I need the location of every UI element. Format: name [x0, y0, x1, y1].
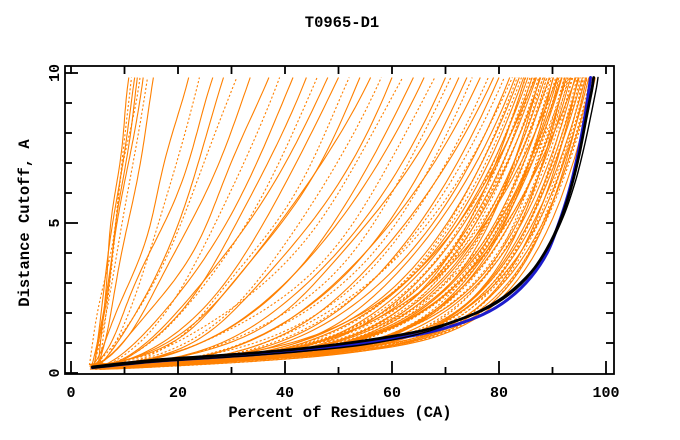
model-curve	[95, 77, 294, 368]
model-curve	[95, 77, 318, 367]
y-tick-label: 5	[47, 218, 64, 227]
model-curve	[99, 77, 570, 365]
model-curve	[92, 77, 565, 368]
model-curve	[91, 77, 214, 367]
x-tick-label: 0	[66, 385, 75, 402]
model-curve	[96, 77, 563, 369]
model-curve	[95, 77, 350, 370]
curves-layer	[88, 76, 599, 370]
y-tick-label: 10	[47, 64, 64, 82]
x-tick-label: 60	[383, 385, 401, 402]
x-tick-label: 20	[169, 385, 187, 402]
x-tick-label: 100	[592, 385, 619, 402]
model-curve	[95, 77, 595, 366]
model-curve	[99, 77, 133, 366]
model-curve	[93, 77, 557, 366]
model-curve	[94, 77, 281, 369]
y-axis-label: Distance Cutoff, A	[16, 139, 34, 307]
model-curve	[98, 77, 563, 369]
x-tick-label: 40	[276, 385, 294, 402]
plot-frame	[64, 65, 615, 375]
model-curve	[94, 77, 569, 368]
model-curve	[90, 77, 270, 366]
model-curve	[97, 77, 452, 367]
model-curve	[94, 77, 225, 368]
model-curve	[90, 77, 372, 367]
model-curve	[98, 77, 382, 366]
model-curve	[95, 77, 546, 368]
model-curve	[91, 77, 190, 366]
model-curve	[94, 77, 540, 367]
model-curve	[97, 77, 593, 370]
x-tick-label: 80	[490, 385, 508, 402]
model-curve	[89, 77, 436, 366]
chart-title: T0965-D1	[305, 14, 379, 32]
highlighted-model-black-thin	[91, 76, 599, 369]
model-curve	[95, 77, 550, 367]
y-tick-label: 0	[47, 368, 64, 377]
model-curve	[97, 77, 523, 366]
axes-layer: 0 20 40 60 80 100 0 5 10	[47, 64, 620, 402]
model-curve	[90, 77, 596, 369]
model-curve	[93, 77, 136, 366]
model-curve	[92, 77, 149, 367]
model-curve	[90, 77, 238, 368]
highlighted-model-black-thick	[91, 76, 596, 369]
model-curve	[96, 77, 154, 366]
model-curve	[93, 77, 138, 366]
model-curve	[94, 77, 404, 365]
model-curve	[94, 77, 329, 369]
x-axis-label: Percent of Residues (CA)	[228, 404, 451, 422]
model-curve	[88, 77, 141, 366]
model-curve	[98, 77, 489, 366]
model-curve	[91, 77, 144, 366]
